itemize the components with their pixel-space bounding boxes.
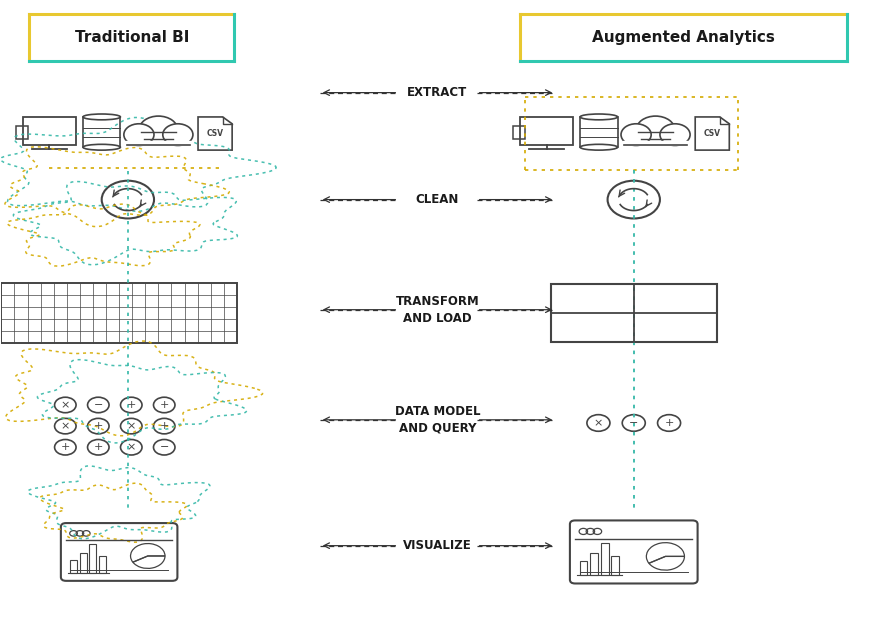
Text: −: − <box>94 400 103 410</box>
Bar <box>601 543 608 575</box>
Bar <box>612 556 620 575</box>
Text: Augmented Analytics: Augmented Analytics <box>592 30 775 45</box>
Text: CLEAN: CLEAN <box>416 193 459 206</box>
Text: +: + <box>94 421 103 431</box>
Circle shape <box>621 124 651 145</box>
Text: EXTRACT: EXTRACT <box>408 86 467 99</box>
Text: VISUALIZE: VISUALIZE <box>403 539 472 552</box>
Text: +: + <box>159 421 169 431</box>
Text: Traditional BI: Traditional BI <box>74 30 189 45</box>
Text: +: + <box>127 400 136 410</box>
Text: ×: × <box>594 418 603 428</box>
Text: DATA MODEL
AND QUERY: DATA MODEL AND QUERY <box>395 405 480 435</box>
Text: ×: × <box>127 442 136 453</box>
Bar <box>580 561 587 575</box>
Text: +: + <box>60 442 70 453</box>
Text: ×: × <box>127 421 136 431</box>
Text: +: + <box>159 400 169 410</box>
Bar <box>591 553 598 575</box>
Bar <box>2 283 237 343</box>
Text: −: − <box>159 442 169 453</box>
Circle shape <box>163 124 192 145</box>
Text: +: + <box>664 418 674 428</box>
Text: −: − <box>629 418 639 428</box>
Bar <box>514 126 525 138</box>
Circle shape <box>124 124 154 145</box>
Bar <box>70 560 77 573</box>
Bar <box>89 544 96 573</box>
Text: CSV: CSV <box>206 129 224 138</box>
Bar <box>99 556 106 573</box>
Bar <box>80 552 87 573</box>
Circle shape <box>660 124 690 145</box>
Bar <box>551 284 717 342</box>
Text: TRANSFORM
AND LOAD: TRANSFORM AND LOAD <box>396 295 480 325</box>
Text: ×: × <box>60 400 70 410</box>
Circle shape <box>139 116 178 144</box>
Bar <box>16 126 28 138</box>
Text: +: + <box>94 442 103 453</box>
Text: CSV: CSV <box>704 129 721 138</box>
Text: ×: × <box>60 421 70 431</box>
Circle shape <box>636 116 675 144</box>
